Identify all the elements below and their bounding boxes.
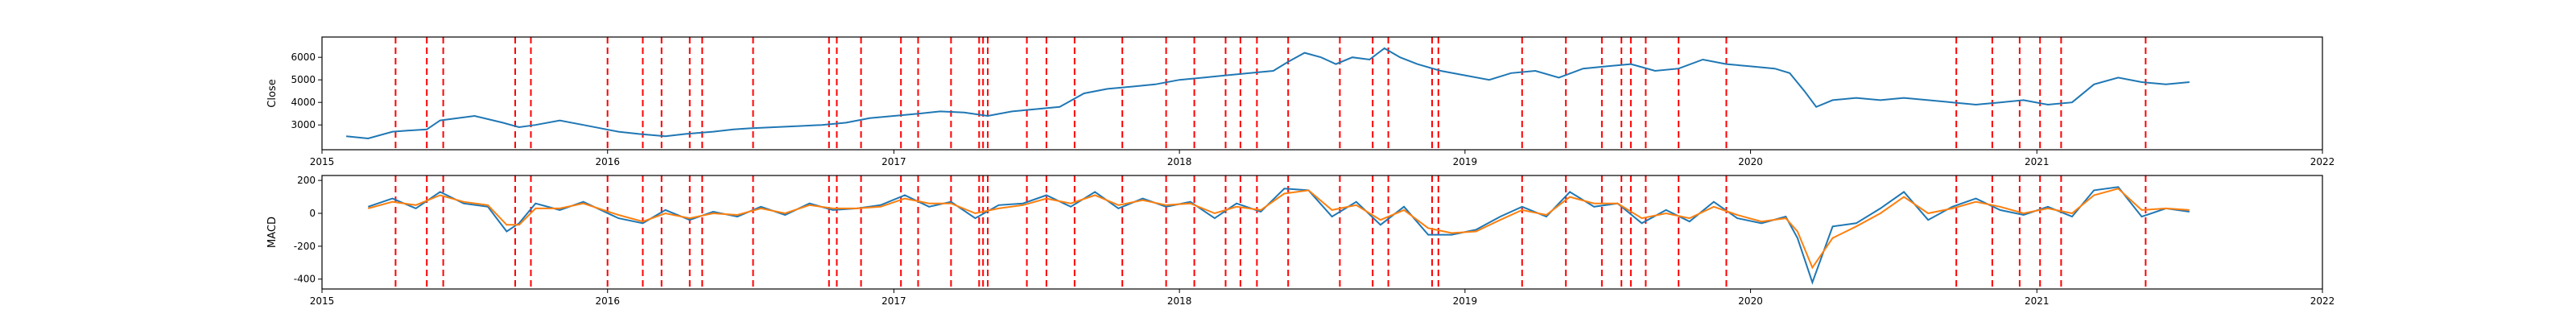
x-tick-label: 2016 bbox=[595, 156, 620, 167]
x-tick-label: 2019 bbox=[1453, 295, 1478, 307]
x-tick-label: 2020 bbox=[1738, 156, 1763, 167]
macd-y-axis: -400 -200 0 200 bbox=[294, 175, 322, 285]
x-tick-label: 2017 bbox=[881, 295, 906, 307]
x-tick-label: 2018 bbox=[1167, 156, 1192, 167]
y-tick-label: -200 bbox=[294, 241, 316, 252]
signal-line bbox=[368, 188, 2190, 270]
y-tick-label: 4000 bbox=[291, 97, 316, 108]
x-tick-label: 2015 bbox=[310, 295, 335, 307]
y-tick-label: -400 bbox=[294, 274, 316, 285]
macd-event-markers bbox=[394, 175, 2147, 289]
y-tick-label: 6000 bbox=[291, 52, 316, 63]
x-tick-label: 2022 bbox=[2310, 295, 2335, 307]
close-plot-frame bbox=[321, 36, 2323, 151]
macd-panel: 2015 2016 2017 2018 2019 2020 2021 2022 -400 -20… bbox=[266, 175, 2334, 307]
y-tick-label: 200 bbox=[297, 175, 316, 186]
x-tick-label: 2016 bbox=[595, 295, 620, 307]
close-price-line bbox=[345, 47, 2190, 140]
x-tick-label: 2019 bbox=[1453, 156, 1478, 167]
x-tick-label: 2015 bbox=[310, 156, 335, 167]
close-y-axis: 3000 4000 5000 6000 bbox=[291, 52, 322, 130]
close-x-axis: 2015 2016 2017 2018 2019 2020 2021 2022 bbox=[310, 150, 2335, 167]
y-tick-label: 3000 bbox=[291, 119, 316, 130]
close-price-panel: 2015 2016 2017 2018 2019 2020 2021 2022 3000 400… bbox=[266, 36, 2335, 167]
x-tick-label: 2022 bbox=[2310, 156, 2335, 167]
macd-line bbox=[367, 186, 2190, 285]
y-tick-label: 0 bbox=[309, 208, 316, 219]
macd-plot-frame bbox=[321, 175, 2323, 290]
close-event-markers bbox=[394, 37, 2147, 150]
x-tick-label: 2017 bbox=[881, 156, 906, 167]
macd-y-axis-label: MACD bbox=[266, 217, 279, 248]
x-tick-label: 2020 bbox=[1738, 295, 1763, 307]
x-tick-label: 2018 bbox=[1167, 295, 1192, 307]
close-y-axis-label: Close bbox=[266, 79, 279, 107]
macd-x-axis: 2015 2016 2017 2018 2019 2020 2021 2022 bbox=[310, 289, 2335, 307]
x-tick-label: 2021 bbox=[2025, 156, 2050, 167]
x-tick-label: 2021 bbox=[2025, 295, 2050, 307]
y-tick-label: 5000 bbox=[291, 74, 316, 85]
